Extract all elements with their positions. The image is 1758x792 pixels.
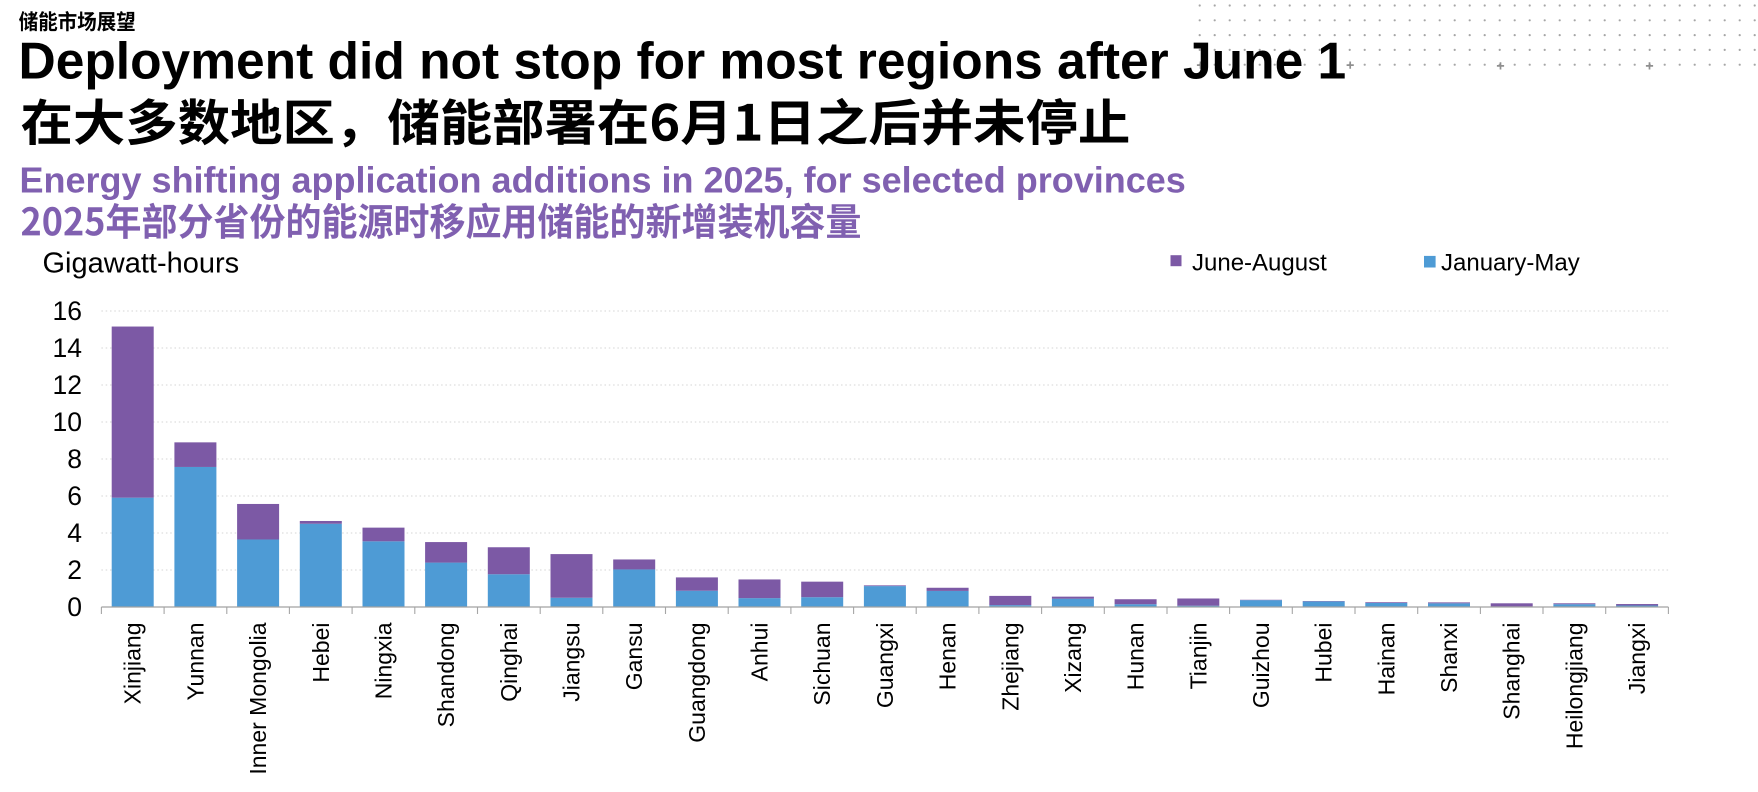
svg-text:Energy shifting application ad: Energy shifting application additions in… <box>20 160 1186 201</box>
svg-text:Heilongjiang: Heilongjiang <box>1561 623 1587 750</box>
svg-text:Qinghai: Qinghai <box>496 623 522 702</box>
svg-text:6: 6 <box>67 481 82 511</box>
svg-text:June-August: June-August <box>1192 250 1327 277</box>
svg-text:Ningxia: Ningxia <box>371 622 397 699</box>
svg-text:January-May: January-May <box>1441 250 1580 277</box>
svg-text:Jiangsu: Jiangsu <box>559 623 585 702</box>
svg-text:Hainan: Hainan <box>1373 623 1399 696</box>
svg-text:Shanxi: Shanxi <box>1436 623 1462 693</box>
svg-text:4: 4 <box>67 518 82 548</box>
svg-text:Inner Mongolia: Inner Mongolia <box>245 622 271 774</box>
svg-text:Hebei: Hebei <box>308 623 334 683</box>
svg-text:Xinjiang: Xinjiang <box>120 623 146 705</box>
svg-text:Hubei: Hubei <box>1311 623 1337 683</box>
svg-text:Zhejiang: Zhejiang <box>997 623 1023 711</box>
svg-text:Shanghai: Shanghai <box>1499 623 1525 720</box>
svg-text:8: 8 <box>67 444 82 474</box>
svg-text:Henan: Henan <box>935 623 961 691</box>
svg-text:10: 10 <box>53 407 82 437</box>
svg-text:14: 14 <box>53 333 82 363</box>
svg-text:Hunan: Hunan <box>1123 623 1149 691</box>
svg-text:0: 0 <box>67 592 82 622</box>
svg-text:Tianjin: Tianjin <box>1185 623 1211 690</box>
svg-text:Guizhou: Guizhou <box>1248 623 1274 709</box>
svg-text:Xizang: Xizang <box>1060 623 1086 693</box>
svg-text:Guangxi: Guangxi <box>872 623 898 709</box>
svg-text:Jiangxi: Jiangxi <box>1624 623 1650 695</box>
svg-text:16: 16 <box>53 296 82 326</box>
svg-text:Gansu: Gansu <box>621 623 647 691</box>
svg-text:Sichuan: Sichuan <box>809 623 835 706</box>
svg-text:2: 2 <box>67 555 82 585</box>
svg-text:Anhui: Anhui <box>747 623 773 682</box>
svg-text:Guangdong: Guangdong <box>684 623 710 743</box>
svg-text:12: 12 <box>53 370 82 400</box>
svg-text:Gigawatt-hours: Gigawatt-hours <box>43 248 240 280</box>
svg-text:Deployment did not stop for mo: Deployment did not stop for most regions… <box>19 32 1347 90</box>
svg-text:Shandong: Shandong <box>433 623 459 728</box>
svg-text:Yunnan: Yunnan <box>182 623 208 701</box>
